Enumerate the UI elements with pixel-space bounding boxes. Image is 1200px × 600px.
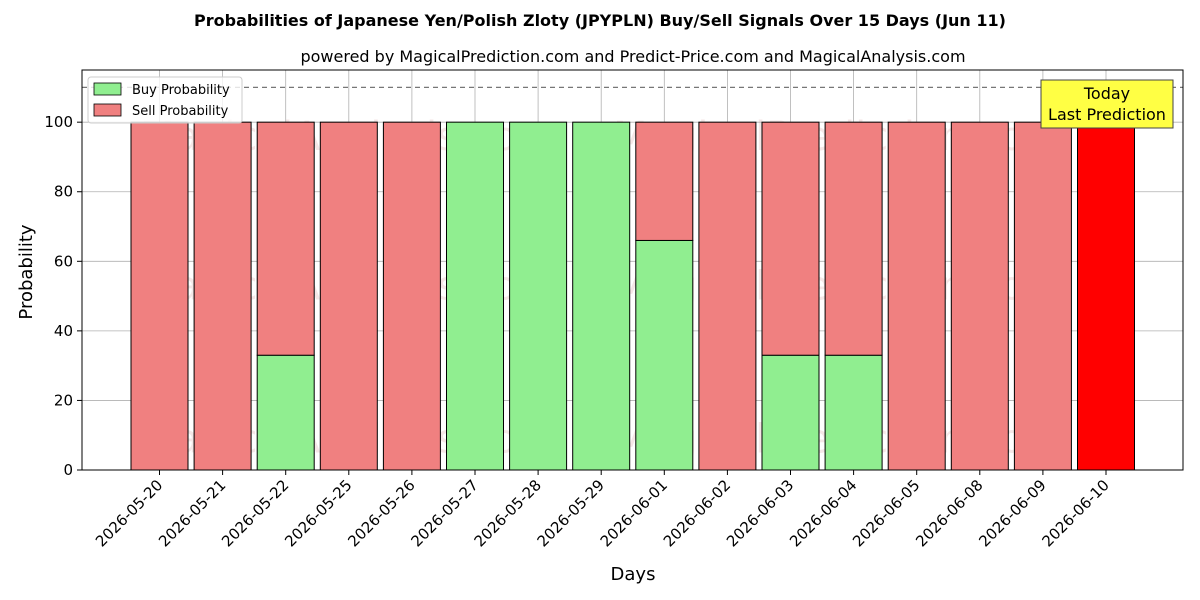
- x-axis-label: Days: [611, 564, 656, 585]
- bar-sell-today: [1077, 121, 1135, 471]
- x-tick-label: 2026-05-21: [155, 476, 229, 550]
- y-tick-label: 20: [54, 391, 73, 409]
- y-tick-label: 60: [54, 252, 73, 270]
- annotation-line2: Last Prediction: [1048, 105, 1166, 124]
- y-tick-label: 40: [54, 322, 73, 340]
- x-tick-label: 2026-06-03: [723, 476, 797, 550]
- y-tick-label: 80: [54, 183, 73, 201]
- y-tick-label: 100: [44, 113, 73, 131]
- x-tick-label: 2026-05-27: [407, 476, 481, 550]
- x-tick-label: 2026-05-22: [218, 476, 292, 550]
- bar-sell: [887, 121, 946, 471]
- x-tick-label: 2026-06-04: [786, 476, 860, 550]
- annotation-box: [1040, 79, 1174, 129]
- x-tick-label: 2026-06-02: [660, 476, 734, 550]
- x-tick-label: 2026-06-05: [849, 476, 923, 550]
- x-tick-label: 2026-05-28: [471, 476, 545, 550]
- legend-swatch-buy: [93, 82, 122, 96]
- bar-buy: [761, 354, 820, 471]
- bar-sell: [130, 121, 189, 471]
- bar-buy: [824, 354, 883, 471]
- bar-buy: [635, 239, 694, 471]
- chart-title: Probabilities of Japanese Yen/Polish Zlo…: [194, 11, 1006, 30]
- bar-sell: [193, 121, 252, 471]
- x-tick-label: 2026-06-08: [912, 476, 986, 550]
- legend: Buy Probability Sell Probability: [87, 76, 243, 124]
- legend-label-buy: Buy Probability: [132, 83, 230, 98]
- chart-subtitle: powered by MagicalPrediction.com and Pre…: [300, 47, 965, 66]
- x-tick-label: 2026-05-25: [281, 476, 355, 550]
- bar-buy: [446, 121, 504, 471]
- x-tick-label: 2026-06-01: [597, 476, 671, 550]
- plot-frame: [81, 69, 1184, 471]
- bars: [130, 121, 1135, 471]
- legend-box: [87, 76, 243, 124]
- annotation-line1: Today: [1083, 84, 1130, 103]
- x-tick-label: 2026-05-20: [92, 476, 166, 550]
- y-axis-label: Probability: [16, 224, 37, 319]
- bar-sell: [635, 121, 694, 241]
- bar-buy: [509, 121, 568, 471]
- x-tick-label: 2026-05-26: [344, 476, 418, 550]
- y-axis-ticks: 0 20 40 60 80 100: [44, 113, 82, 479]
- today-annotation: Today Last Prediction: [1040, 79, 1174, 129]
- bar-sell: [824, 121, 883, 356]
- bar-sell: [1013, 121, 1072, 471]
- bar-sell: [256, 121, 315, 356]
- legend-label-sell: Sell Probability: [132, 104, 229, 119]
- x-tick-label: 2026-06-10: [1038, 476, 1112, 550]
- bar-sell: [698, 121, 757, 471]
- x-tick-label: 2026-05-29: [534, 476, 608, 550]
- bar-sell: [761, 121, 820, 356]
- bar-sell: [950, 121, 1009, 471]
- bar-buy: [572, 121, 631, 471]
- x-axis-ticks: 2026-05-202026-05-212026-05-222026-05-25…: [92, 470, 1113, 550]
- x-tick-label: 2026-06-09: [975, 476, 1049, 550]
- bar-sell: [319, 121, 378, 471]
- legend-swatch-sell: [93, 103, 122, 117]
- y-tick-label: 0: [63, 461, 73, 479]
- bar-buy: [256, 354, 315, 471]
- bar-sell: [382, 121, 441, 471]
